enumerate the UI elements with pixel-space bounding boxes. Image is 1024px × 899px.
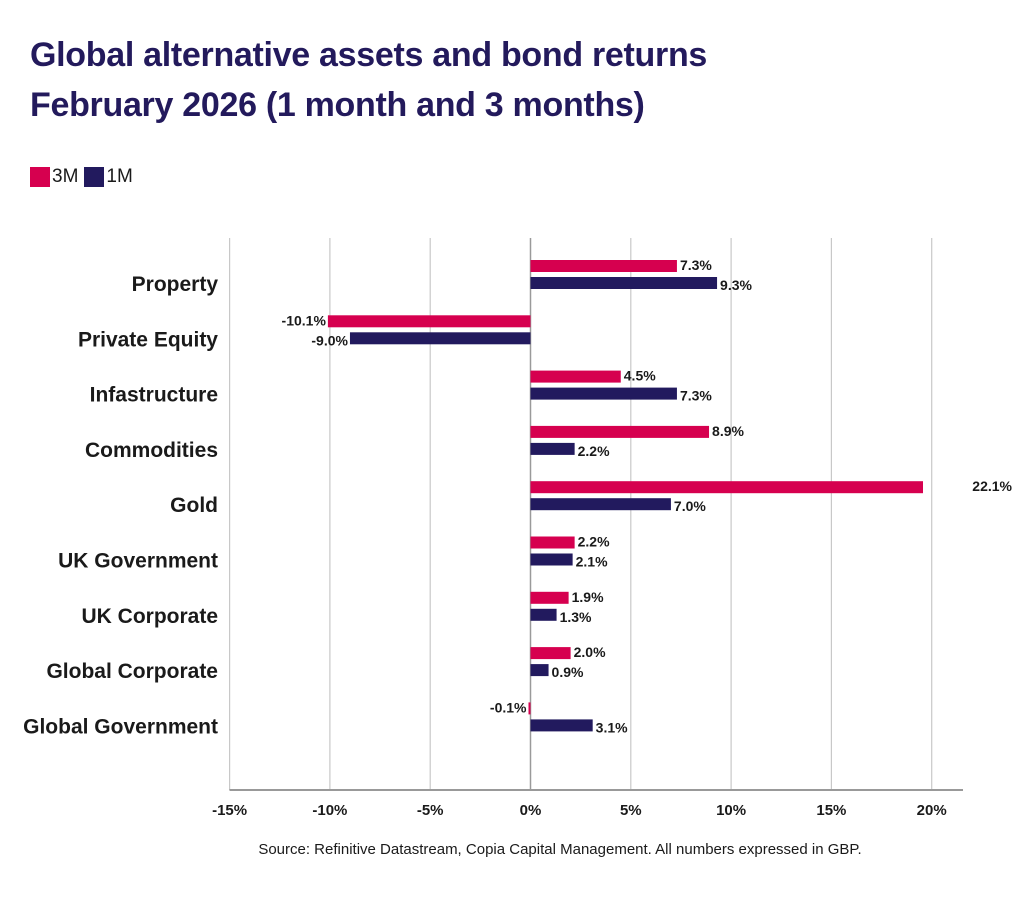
category-labels: Property Private Equity Infastructure Commo… bbox=[23, 273, 218, 738]
data-label: 7.3% bbox=[680, 257, 712, 273]
category-label: Infastructure bbox=[90, 384, 218, 407]
bar-3m-infastructure bbox=[530, 370, 621, 383]
category-label: Private Equity bbox=[78, 328, 218, 351]
bars bbox=[327, 260, 923, 732]
legend-swatch-1m bbox=[84, 167, 105, 187]
data-label: 7.3% bbox=[680, 388, 712, 404]
data-label: -10.1% bbox=[282, 312, 327, 328]
category-label: Global Government bbox=[23, 715, 218, 738]
data-label: 22.1% bbox=[972, 478, 1012, 494]
bar-labels: 7.3% 9.3% -10.1% -9.0% 4.5% 7.3% 8.9% 2.2% 22.1%… bbox=[282, 257, 1013, 735]
category-label: Property bbox=[132, 273, 219, 296]
category-label: Global Corporate bbox=[46, 660, 218, 683]
chart-title: Global alternative assets and bond retur… bbox=[30, 30, 707, 130]
x-tick-label: -5% bbox=[417, 802, 444, 819]
data-label: 1.9% bbox=[572, 589, 604, 605]
data-label: 9.3% bbox=[720, 277, 752, 293]
title-line-2: February 2026 (1 month and 3 months) bbox=[30, 86, 645, 124]
category-label: UK Corporate bbox=[81, 605, 218, 628]
data-label: 4.5% bbox=[624, 368, 656, 384]
data-label: 7.0% bbox=[674, 498, 706, 514]
x-tick-label: -15% bbox=[212, 802, 247, 819]
x-tick-label: 5% bbox=[620, 802, 642, 819]
category-label: Gold bbox=[170, 494, 218, 517]
data-label: 3.1% bbox=[596, 719, 628, 735]
data-label: 8.9% bbox=[712, 423, 744, 439]
bar-1m-uk-corporate bbox=[530, 608, 557, 621]
bar-1m-private-equity bbox=[349, 332, 531, 345]
legend-label-3m: 3M bbox=[52, 166, 79, 187]
data-label: 2.0% bbox=[574, 644, 606, 660]
bar-3m-uk-corporate bbox=[530, 591, 569, 604]
x-axis: -15% -10% -5% 0% 5% 10% 15% 20% bbox=[212, 789, 963, 819]
gridlines bbox=[229, 238, 933, 790]
data-label: 2.2% bbox=[578, 443, 610, 459]
legend: 3M 1M bbox=[30, 166, 133, 188]
x-tick-label: -10% bbox=[312, 802, 347, 819]
bar-1m-global-government bbox=[530, 719, 593, 732]
legend-swatch-3m bbox=[30, 167, 50, 187]
bar-3m-global-corporate bbox=[530, 647, 571, 660]
data-label: 1.3% bbox=[560, 609, 592, 625]
bar-3m-gold bbox=[530, 481, 923, 494]
title-line-1: Global alternative assets and bond retur… bbox=[30, 36, 708, 74]
x-tick-label: 20% bbox=[917, 802, 947, 819]
source-note: Source: Refinitive Datastream, Copia Cap… bbox=[258, 841, 862, 858]
bar-3m-property bbox=[530, 260, 677, 272]
category-label: Commodities bbox=[85, 439, 218, 462]
x-tick-label: 15% bbox=[816, 802, 846, 819]
bar-3m-uk-government bbox=[530, 536, 575, 549]
data-label: 0.9% bbox=[552, 664, 584, 680]
legend-item-3m: 3M bbox=[30, 166, 78, 188]
data-label: -0.1% bbox=[490, 699, 527, 715]
data-label: 2.2% bbox=[578, 534, 610, 550]
bar-3m-private-equity bbox=[327, 315, 531, 328]
bar-1m-uk-government bbox=[530, 553, 573, 566]
data-label: -9.0% bbox=[311, 332, 348, 348]
category-label: UK Government bbox=[58, 550, 218, 573]
legend-label-1m: 1M bbox=[106, 166, 133, 187]
x-tick-label: 0% bbox=[520, 802, 542, 819]
bar-1m-infastructure bbox=[530, 387, 677, 400]
bar-3m-commodities bbox=[530, 425, 710, 438]
bar-1m-commodities bbox=[530, 442, 575, 455]
bar-1m-global-corporate bbox=[530, 664, 549, 677]
legend-item-1m: 1M bbox=[84, 166, 133, 188]
bar-1m-gold bbox=[530, 498, 671, 511]
x-tick-label: 10% bbox=[716, 802, 746, 819]
bar-1m-property bbox=[530, 277, 718, 289]
bar-3m-global-government bbox=[528, 702, 531, 715]
data-label: 2.1% bbox=[576, 554, 608, 570]
